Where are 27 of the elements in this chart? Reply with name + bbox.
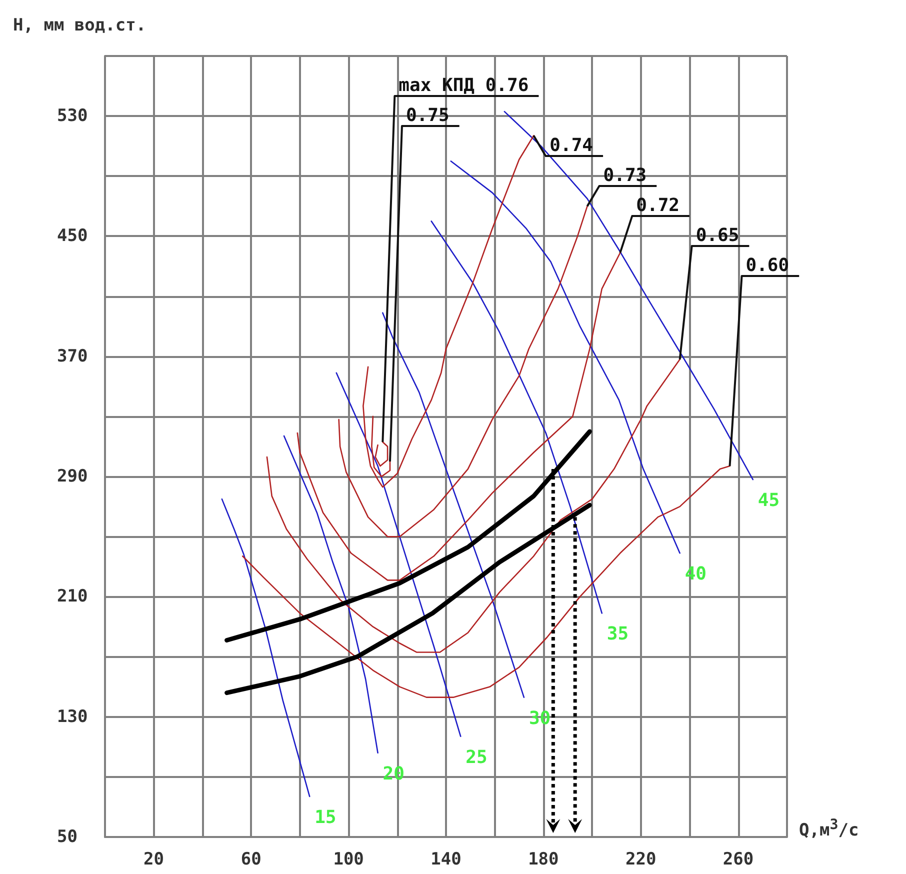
series-label: 25	[466, 746, 488, 768]
x-tick-label: 20	[143, 850, 164, 870]
annotation: 0.65	[696, 225, 740, 246]
annotation: 0.72	[636, 195, 680, 216]
series-label: 35	[606, 624, 629, 645]
series-label: 15	[314, 806, 336, 828]
x-tick-label: 100	[333, 850, 364, 870]
x-tick-label: 180	[528, 850, 559, 870]
y-tick-label: 290	[57, 466, 88, 487]
annotation: 0.60	[746, 255, 790, 276]
y-tick-label: 210	[57, 586, 88, 607]
series-label: 45	[758, 490, 780, 512]
y-axis-title: H, мм вод.ст.	[13, 16, 146, 36]
annotation: max КПД 0.76	[398, 75, 529, 96]
annotation: 0.74	[550, 135, 594, 156]
y-tick-label: 130	[57, 706, 88, 727]
annotation: 0.75	[406, 105, 450, 126]
y-tick-label: 530	[57, 106, 88, 126]
x-axis-title: Q,м$^{3}$/с	[799, 816, 859, 841]
y-tick-label: 50	[57, 827, 78, 847]
x-tick-label: 260	[722, 850, 754, 870]
x-tick-label: 60	[240, 850, 262, 870]
x-tick-label: 140	[430, 850, 462, 870]
y-tick-label: 450	[57, 226, 88, 246]
y-tick-label: 370	[57, 346, 88, 366]
annotation: 0.73	[603, 165, 647, 186]
x-tick-label: 220	[626, 850, 656, 870]
